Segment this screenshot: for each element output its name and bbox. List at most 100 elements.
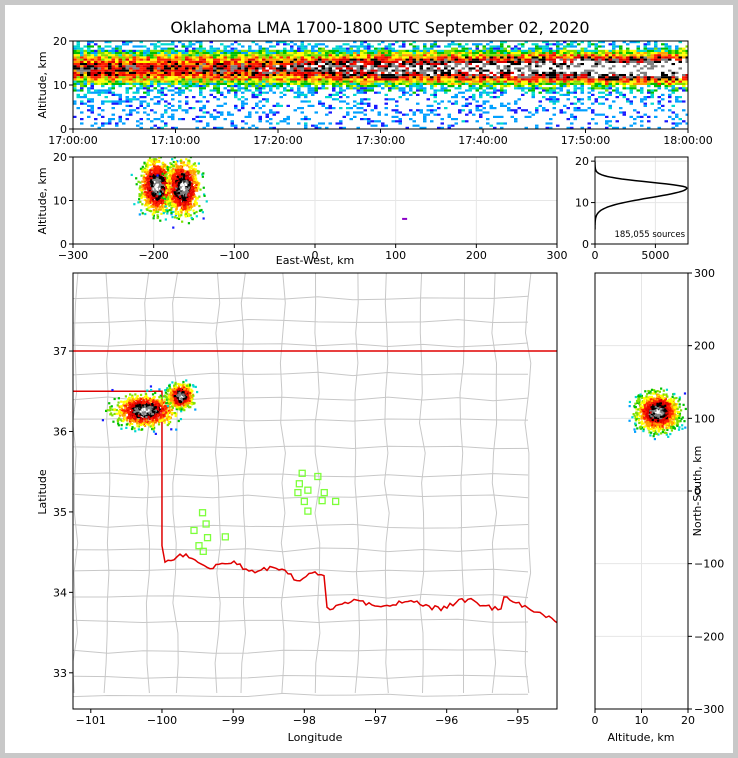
map-source-cell [180,395,183,399]
map-source-cell [127,415,131,418]
time-xtick-label: 17:30:00 [356,134,405,147]
altitude-north-south-panel: 0 10 20−300 −200 −100 0 100 200 300 Altitude, km… [592,267,725,744]
map-source-cell [125,426,128,429]
map-source-cell [169,393,172,396]
north-south-cell [662,397,665,401]
map-source-cell [129,393,132,396]
time-altitude-panel: 17:00:00 17:10:00 17:20:00 17:30:00 17:40:00… [36,35,713,147]
north-south-cell [638,404,642,407]
county-line [491,273,498,694]
county-line [73,568,529,573]
map-source-cell [152,415,155,419]
map-source-cell [129,422,132,425]
map-source-cell [128,404,131,408]
map-source-cell [174,400,178,403]
map-source-cell [152,423,155,426]
map-source-cell [134,407,137,410]
map-source-cell [190,400,193,403]
map-source-cell [174,385,177,388]
east-west-ytick-label: 0 [60,238,67,251]
map-source-cell [124,406,127,409]
map-source-cell [147,397,150,400]
map-source-cell [171,381,174,384]
map-source-cell [162,401,165,404]
map-source-cell [164,391,167,394]
north-south-cell [639,408,642,411]
map-source-cell [125,417,129,420]
map-source-cell [118,417,121,420]
map-source-cell [187,406,190,409]
map-source-cell [132,408,135,411]
north-south-cell [663,399,667,402]
map-source-cell [183,403,186,406]
map-source-cell [181,390,184,394]
north-south-ytick-label: 200 [694,340,715,353]
map-source-cell [139,410,142,413]
map-source-cell [101,419,105,422]
north-south-cell [638,395,641,398]
north-south-cell [646,392,649,396]
map-source-cell [133,401,136,404]
north-south-cell [650,406,653,410]
map-source-cell [176,406,179,409]
map-source-cell [151,409,154,412]
map-source-cell [111,414,114,417]
map-source-cell [185,395,188,399]
north-south-cell [650,420,653,423]
time-xtick-label: 17:10:00 [151,134,200,147]
map-source-cell [120,411,123,415]
north-south-cell [642,428,645,431]
map-source-cell [178,394,181,397]
north-south-cell [637,419,640,422]
map-source-cell [182,391,185,394]
north-south-cell [639,393,642,396]
north-south-cell [668,422,671,425]
map-ytick-label: 37 [53,345,67,358]
map-source-cell [131,396,134,399]
map-source-cell [130,405,133,408]
north-south-cell [677,400,680,403]
east-west-ytick-label: 10 [53,195,67,208]
map-source-cell [150,420,153,424]
map-source-cell [190,396,193,400]
north-south-cell [651,411,654,414]
east-west-xtick-label: 0 [312,249,319,262]
map-source-cell [123,404,126,407]
map-source-cell [186,392,190,395]
map-source-cell [131,407,134,411]
north-south-cell [644,418,647,421]
north-south-cell [663,414,666,418]
map-source-cell [106,409,109,412]
map-source-cell [172,395,175,398]
map-source-cell [120,427,123,430]
map-source-cell [163,414,166,418]
north-south-cell [658,428,661,431]
north-south-cell [638,411,641,415]
north-south-cell [673,392,676,396]
map-source-cell [158,414,161,417]
map-source-cell [171,403,174,406]
north-south-cell [641,406,645,409]
map-source-cell [137,428,140,431]
map-source-cell [133,402,136,405]
county-line [73,593,529,599]
north-south-cell [679,419,682,423]
north-south-cell [682,403,685,406]
east-west-xtick-label: −200 [139,249,169,262]
map-source-cell [143,395,146,398]
map-source-cell [165,411,168,414]
north-south-cell [650,422,653,425]
map-source-cell [188,384,192,387]
north-south-cell [665,400,668,403]
north-south-cell [667,435,670,438]
north-south-cell [655,400,658,403]
north-south-cell [645,423,648,426]
map-source-cell [128,407,132,411]
map-source-cell [113,397,116,401]
map-source-cell [136,425,139,428]
north-south-cell [646,408,649,411]
county-line [73,649,529,654]
map-source-cell [118,414,122,417]
north-south-cell [666,402,669,405]
time-altitude-ylabel: Altitude, km [36,51,49,118]
